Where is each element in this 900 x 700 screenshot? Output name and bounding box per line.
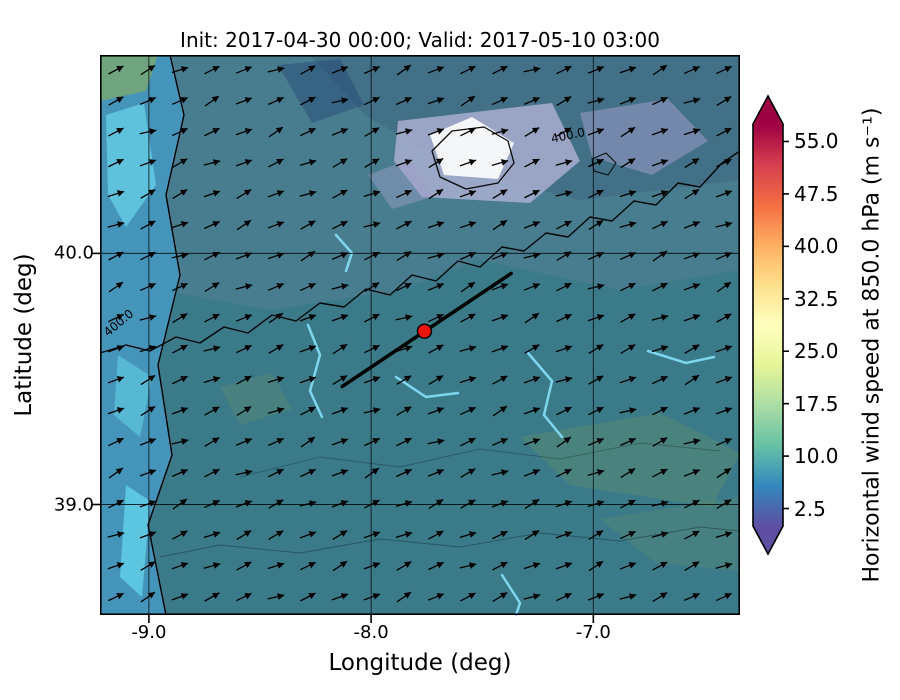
colorbar-tick-label: 40.0 [794, 234, 839, 259]
region-lavender-east [580, 99, 708, 175]
y-tick-label: 39.0 [53, 494, 94, 515]
region-ocean-cyan-mid [114, 355, 152, 437]
colorbar-tick-label: 17.5 [794, 391, 839, 416]
colorbar-label: Horizontal wind speed at 850.0 hPa (m s⁻… [859, 107, 885, 583]
colorbar-tick-label: 47.5 [794, 181, 839, 206]
colorbar [752, 94, 789, 556]
axis-ticks [92, 252, 595, 623]
colorbar-tick-label: 2.5 [794, 496, 826, 521]
region-southeast-green-2 [600, 497, 740, 571]
region-southeast-green-1 [520, 413, 740, 507]
colorbar-tick-label: 10.0 [794, 444, 839, 469]
location-marker [416, 323, 433, 339]
region-north-dark-blue [278, 59, 364, 123]
wind-quiver-arrows [107, 64, 733, 603]
plot-title: Init: 2017-04-30 00:00; Valid: 2017-05-1… [180, 28, 660, 52]
region-northwest-green [100, 55, 158, 101]
colorbar-tick-label: 25.0 [794, 339, 839, 364]
colorbar-tick-label: 55.0 [794, 129, 839, 154]
x-tick-label: -9.0 [131, 622, 167, 643]
axes-frame [100, 55, 741, 616]
x-tick-label: -7.0 [575, 622, 611, 643]
region-lavender-west [368, 159, 432, 209]
contour-label: 400.0 [550, 125, 587, 146]
y-axis-label: Latitude (deg) [11, 253, 37, 417]
colorbar-bar [752, 94, 784, 556]
x-tick-label: -8.0 [353, 622, 389, 643]
x-axis-label: Longitude (deg) [328, 650, 512, 676]
y-tick-label: 40.0 [53, 242, 94, 264]
colorbar-tick-label: 32.5 [794, 286, 839, 311]
